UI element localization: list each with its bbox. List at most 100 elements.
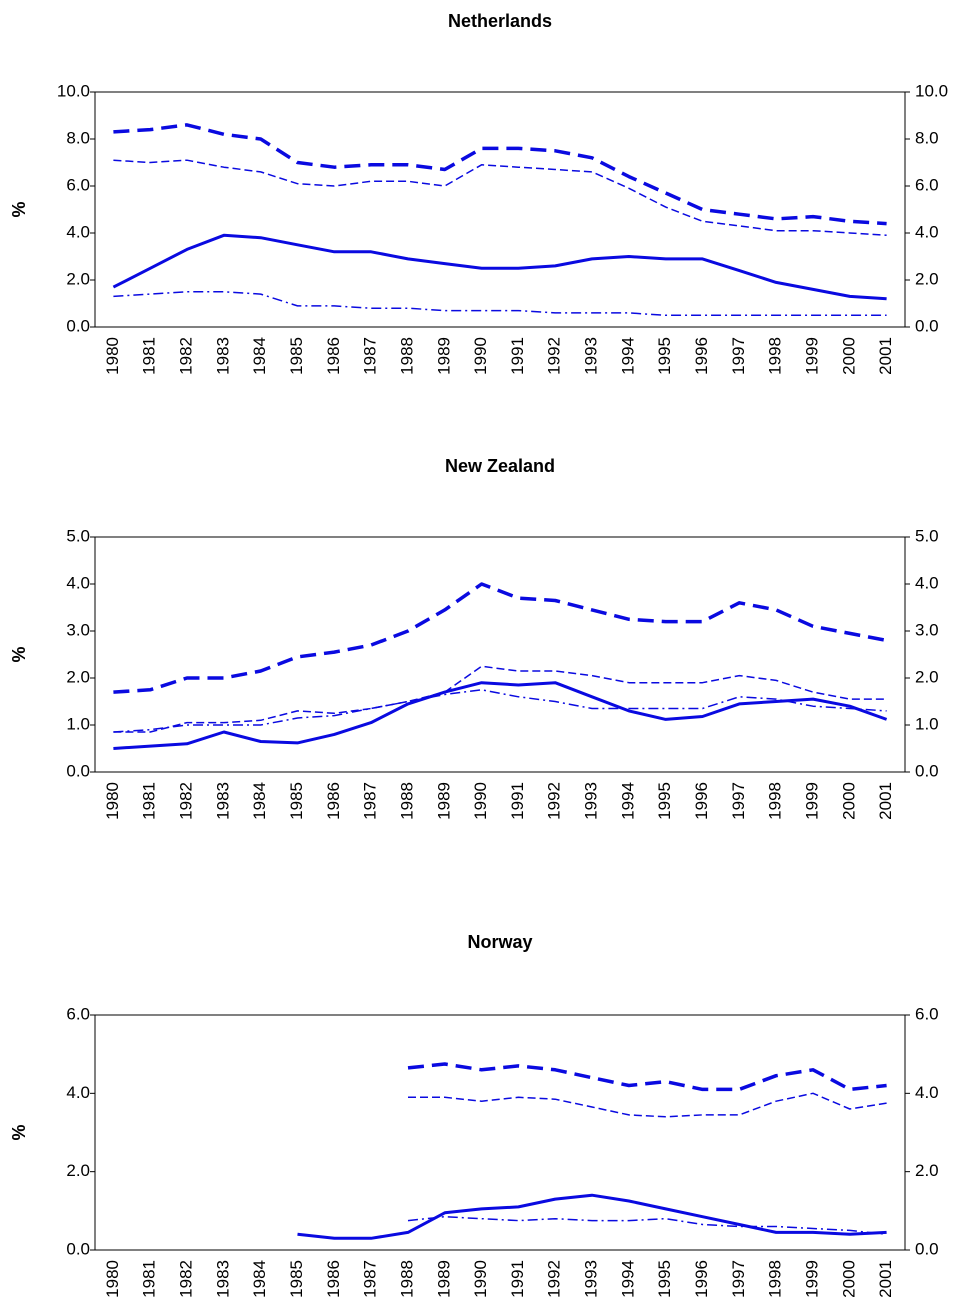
x-tick-label: 1999: [802, 337, 821, 375]
y-tick-label: 2.0: [66, 269, 90, 288]
x-tick-label: 1983: [213, 337, 232, 375]
x-tick-label: 1984: [250, 337, 269, 375]
x-tick-label: 1984: [250, 782, 269, 820]
x-tick-label: 1999: [802, 782, 821, 820]
x-tick-label: 1998: [766, 337, 785, 375]
y-axis-label: %: [9, 646, 29, 662]
y2-tick-label: 6.0: [915, 1004, 939, 1023]
x-tick-label: 1987: [361, 1260, 380, 1298]
x-tick-label: 1993: [582, 782, 601, 820]
x-tick-label: 1986: [324, 1260, 343, 1298]
y-axis-label: %: [9, 1124, 29, 1140]
x-tick-label: 1996: [692, 337, 711, 375]
y-tick-label: 6.0: [66, 1004, 90, 1023]
x-tick-label: 1998: [766, 782, 785, 820]
y2-tick-label: 1.0: [915, 714, 939, 733]
x-tick-label: 1983: [213, 782, 232, 820]
x-tick-label: 1997: [729, 1260, 748, 1298]
x-tick-label: 1995: [655, 337, 674, 375]
y2-tick-label: 8.0: [915, 128, 939, 147]
y-tick-label: 1.0: [66, 714, 90, 733]
x-tick-label: 1986: [324, 337, 343, 375]
y-tick-label: 10.0: [57, 81, 90, 100]
y2-tick-label: 0.0: [915, 316, 939, 335]
x-tick-label: 2000: [839, 1260, 858, 1298]
x-tick-label: 1984: [250, 1260, 269, 1298]
y-tick-label: 0.0: [66, 1239, 90, 1258]
x-tick-label: 1995: [655, 782, 674, 820]
x-tick-label: 1999: [802, 1260, 821, 1298]
y-tick-label: 0.0: [66, 316, 90, 335]
x-tick-label: 1981: [140, 782, 159, 820]
y2-tick-label: 2.0: [915, 667, 939, 686]
series-line: [113, 291, 887, 317]
x-tick-label: 1990: [471, 337, 490, 375]
plot-frame: [94, 91, 906, 328]
x-tick-label: 1997: [729, 337, 748, 375]
x-tick-label: 1991: [508, 1260, 527, 1298]
y-tick-label: 8.0: [66, 128, 90, 147]
x-tick-label: 1980: [103, 337, 122, 375]
plot-frame: [94, 536, 906, 773]
chart-title: Norway: [467, 932, 532, 952]
x-tick-label: 1980: [103, 782, 122, 820]
y2-tick-label: 0.0: [915, 761, 939, 780]
x-tick-label: 1985: [287, 337, 306, 375]
x-tick-label: 1980: [103, 1260, 122, 1298]
x-tick-label: 2001: [876, 782, 895, 820]
x-tick-label: 2001: [876, 1260, 895, 1298]
x-tick-label: 1995: [655, 1260, 674, 1298]
x-tick-label: 1989: [434, 337, 453, 375]
y-axis-label: %: [9, 201, 29, 217]
y-tick-label: 2.0: [66, 1161, 90, 1180]
x-tick-label: 1992: [545, 337, 564, 375]
y-tick-label: 5.0: [66, 526, 90, 545]
chart-title: New Zealand: [445, 456, 555, 476]
series-line: [112, 233, 887, 301]
y2-tick-label: 3.0: [915, 620, 939, 639]
y-tick-label: 4.0: [66, 573, 90, 592]
x-tick-label: 2000: [839, 782, 858, 820]
y2-tick-label: 0.0: [915, 1239, 939, 1258]
x-tick-label: 1991: [508, 782, 527, 820]
y-tick-label: 6.0: [66, 175, 90, 194]
y2-tick-label: 5.0: [915, 526, 939, 545]
x-tick-label: 1988: [397, 337, 416, 375]
y2-tick-label: 10.0: [915, 81, 948, 100]
x-tick-label: 1987: [361, 337, 380, 375]
y2-tick-label: 2.0: [915, 269, 939, 288]
x-tick-label: 1983: [213, 1260, 232, 1298]
x-tick-label: 2000: [839, 337, 858, 375]
series-line: [407, 1215, 887, 1236]
series-line: [408, 1092, 887, 1118]
x-tick-label: 1982: [177, 337, 196, 375]
x-tick-label: 1992: [545, 1260, 564, 1298]
series-line: [113, 681, 888, 750]
series-line: [113, 582, 887, 694]
y2-tick-label: 6.0: [915, 175, 939, 194]
x-tick-label: 1994: [618, 337, 637, 375]
x-tick-label: 1985: [287, 1260, 306, 1298]
x-tick-label: 1998: [766, 1260, 785, 1298]
series-line: [113, 159, 887, 237]
x-tick-label: 1994: [618, 782, 637, 820]
x-tick-label: 1990: [471, 1260, 490, 1298]
series-line: [113, 665, 887, 733]
x-tick-label: 1985: [287, 782, 306, 820]
chart-title: Netherlands: [448, 11, 552, 31]
plot-frame: [94, 1014, 906, 1251]
series-line: [113, 689, 887, 733]
y-tick-label: 4.0: [66, 1083, 90, 1102]
y-tick-label: 0.0: [66, 761, 90, 780]
series-line: [407, 1062, 887, 1092]
y2-tick-label: 2.0: [915, 1161, 939, 1180]
x-tick-label: 2001: [876, 337, 895, 375]
x-tick-label: 1987: [361, 782, 380, 820]
x-tick-label: 1997: [729, 782, 748, 820]
y-tick-label: 3.0: [66, 620, 90, 639]
x-tick-label: 1981: [140, 1260, 159, 1298]
x-tick-label: 1988: [397, 782, 416, 820]
x-tick-label: 1982: [177, 782, 196, 820]
